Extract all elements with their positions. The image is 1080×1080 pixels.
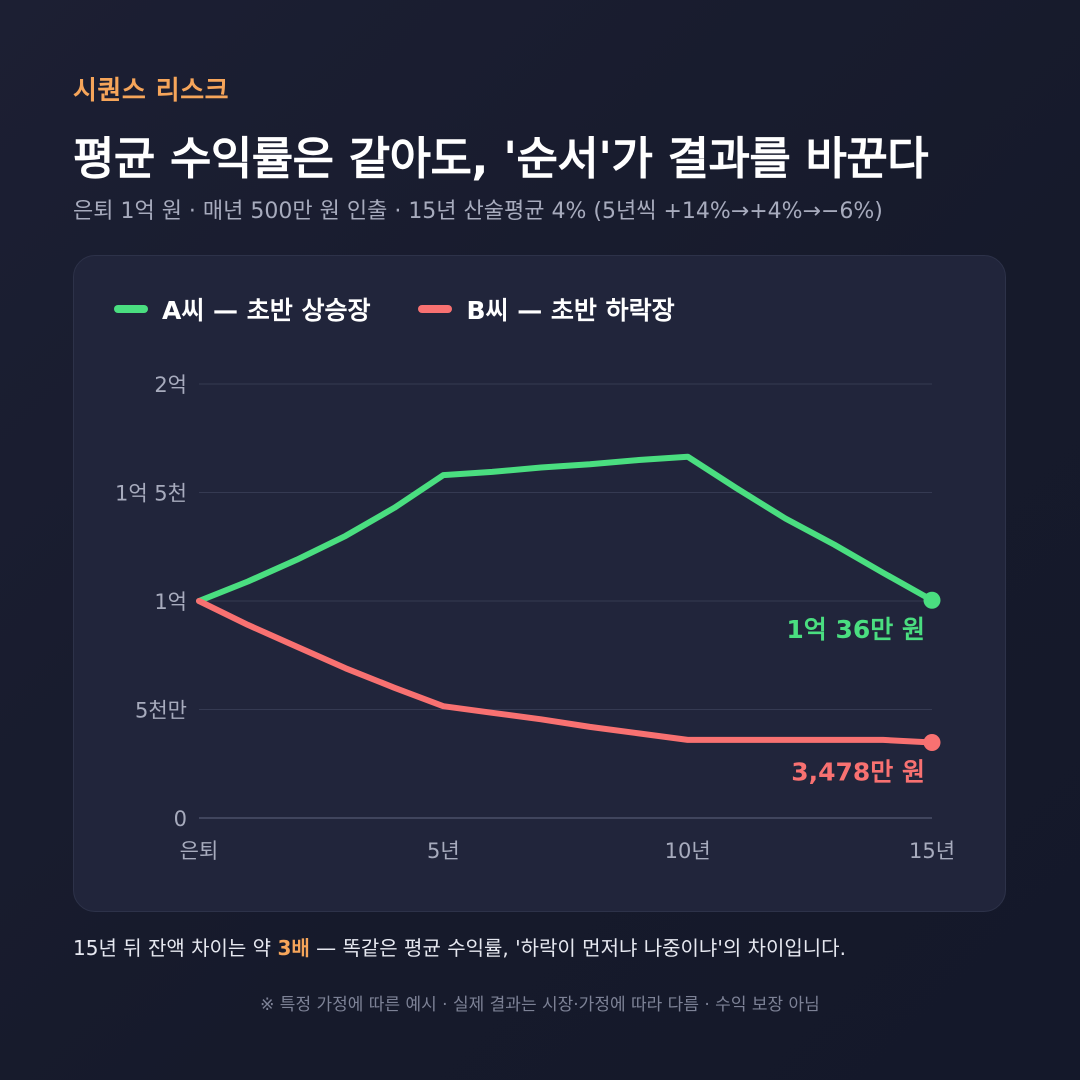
legend-label-a: A씨 — 초반 상승장	[162, 296, 371, 325]
series-end-point-a	[923, 591, 941, 609]
summary-highlight: 3배	[277, 936, 310, 960]
legend-item-a: A씨 — 초반 상승장	[114, 291, 370, 327]
summary-text-end: — 똑같은 평균 수익률, '하락이 먼저냐 나중이냐'의 차이입니다.	[309, 936, 846, 960]
series-line-a	[196, 453, 935, 604]
y-tick-label-2: 1억	[154, 590, 187, 614]
y-tick-label-4: 2억	[154, 373, 187, 397]
legend-swatch-a	[114, 305, 148, 313]
legend-swatch-b	[418, 305, 453, 313]
page-title: 평균 수익률은 같아도, '순서'가 결과를 바꾼다	[73, 132, 929, 185]
summary-text: 15년 뒤 잔액 차이는 약 3배 — 똑같은 평균 수익률, '하락이 먼저냐…	[73, 932, 846, 961]
legend-label-b: B씨 — 초반 하락장	[466, 296, 675, 325]
y-tick-label-0: 0	[174, 807, 187, 831]
legend-item-b: B씨 — 초반 하락장	[418, 291, 675, 327]
x-tick-label-3: 15년	[909, 839, 955, 863]
x-tick-label-2: 10년	[665, 839, 711, 863]
disclaimer-footnote: ※ 특정 가정에 따른 예시 · 실제 결과는 시장·가정에 따라 다름 · 수…	[260, 995, 820, 1015]
y-tick-label-3: 1억 5천	[115, 482, 187, 506]
chart-legend: A씨 — 초반 상승장 B씨 — 초반 하락장	[114, 291, 675, 327]
series-line-b	[196, 598, 935, 746]
summary-text-start: 15년 뒤 잔액 차이는 약	[73, 936, 278, 960]
series-end-point-b	[923, 734, 941, 752]
eyebrow-label: 시퀀스 리스크	[73, 76, 230, 106]
x-tick-label-1: 5년	[427, 839, 460, 863]
x-tick-label-0: 은퇴	[180, 839, 219, 863]
series-end-label-b: 3,478만 원	[791, 758, 925, 787]
y-tick-label-1: 5천만	[135, 699, 187, 723]
series-end-label-a: 1억 36만 원	[786, 615, 925, 644]
page-subtitle: 은퇴 1억 원 · 매년 500만 원 인출 · 15년 산술평균 4% (5년…	[73, 199, 883, 224]
